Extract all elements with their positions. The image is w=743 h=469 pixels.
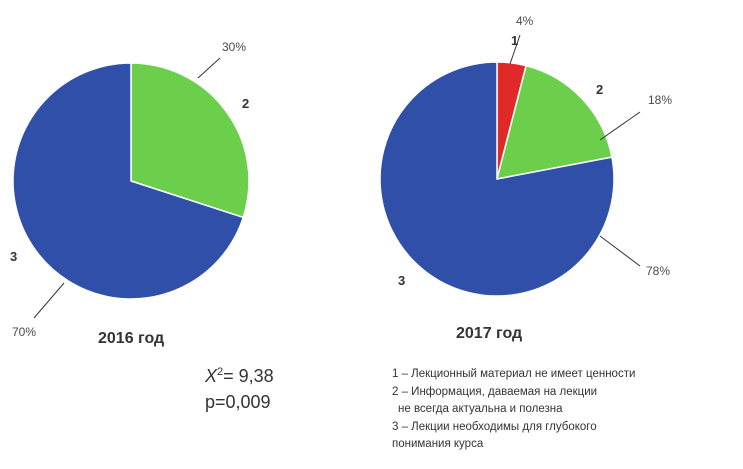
slice-value-label: 30% [222, 40, 246, 54]
chi-square-value: X2= 9,38 [205, 366, 274, 387]
leader-line-30pct [197, 57, 221, 79]
slice-number-label: 1 [511, 33, 518, 48]
chart-title-2016: 2016 год [98, 330, 164, 347]
slice-value-label: 78% [646, 264, 670, 278]
legend-item-2: 2 – Информация, даваемая на лекции [392, 385, 598, 398]
chi-number: = 9,38 [223, 366, 274, 386]
slice-value-label: 18% [648, 93, 672, 107]
legend-item-1: 1 – Лекционный материал не имеет ценност… [392, 368, 636, 380]
chi-symbol: X [205, 366, 218, 386]
leader-line-18pct [599, 111, 641, 141]
pie-chart-2017: 4% 1 18% 2 78% 3 2017 год [379, 14, 672, 342]
slice-number-label: 3 [10, 249, 17, 264]
chi-superscript: 2 [217, 366, 224, 378]
leader-line-70pct [33, 282, 65, 319]
p-value: p=0,009 [205, 392, 271, 412]
legend-item-2-continued: не всегда актуальна и полезна [398, 403, 563, 415]
legend: 1 – Лекционный материал не имеет ценност… [392, 366, 742, 454]
slice-number-label: 2 [596, 82, 603, 97]
slice-value-label: 4% [516, 14, 534, 28]
pie-slice-2 [130, 62, 250, 219]
legend-item-3-continued: понимания курса [392, 438, 484, 450]
slice-value-label: 70% [12, 325, 36, 339]
legend-item-3: 3 – Лекции необходимы для глубокого [392, 420, 597, 433]
slice-number-label: 2 [242, 96, 249, 111]
leader-line-78pct [599, 235, 641, 267]
pie-chart-2016: 30% 2 70% 3 2016 год [10, 40, 250, 347]
leader-line-4pct [509, 34, 521, 65]
chart-title-2017: 2017 год [456, 325, 522, 342]
pie-slice-3 [12, 62, 245, 300]
pie-slice-2 [495, 64, 613, 180]
slice-number-label: 3 [398, 273, 405, 288]
pie-slice-3 [379, 61, 615, 297]
